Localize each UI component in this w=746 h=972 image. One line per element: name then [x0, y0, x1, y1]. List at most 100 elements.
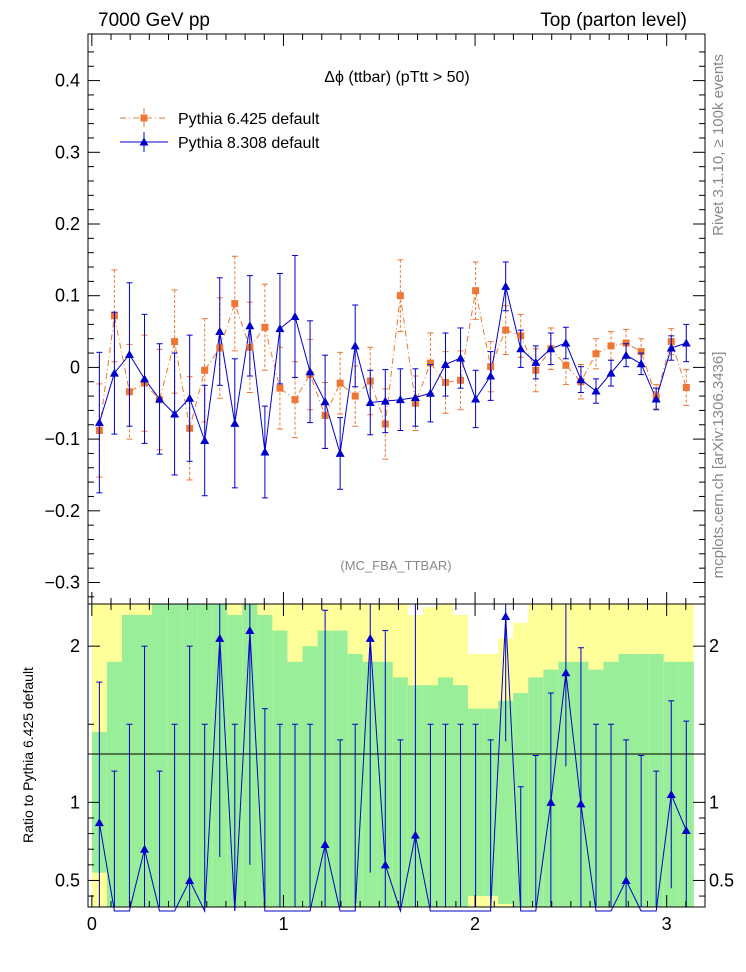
pythia8-point: [140, 374, 150, 383]
ratio-uncertainty-bands: [91, 604, 694, 907]
pythia8-point: [395, 395, 405, 404]
ratio-ytick-label-right: 2: [709, 636, 719, 656]
pythia8-point: [546, 344, 556, 353]
xtick-label: 2: [470, 914, 480, 934]
pythia6-point: [472, 287, 480, 295]
ratio-point: [365, 633, 375, 642]
pythia8-point: [260, 447, 270, 456]
pythia8-point: [350, 341, 360, 350]
pythia8-point: [425, 388, 435, 397]
pythia6-point: [562, 361, 570, 369]
pythia8-point: [109, 368, 119, 377]
pythia6-point: [171, 338, 179, 346]
ratio-axes: 0.5 0.5 1 1 2 2 0 1 2 3: [55, 604, 734, 934]
rivet-label: Rivet 3.1.10, ≥ 100k events: [710, 54, 727, 236]
pythia6-point: [592, 350, 600, 358]
pythia8-point: [531, 357, 541, 366]
pythia6-point: [682, 383, 690, 391]
pythia8-point: [516, 344, 526, 353]
pythia8-point: [561, 338, 571, 347]
pythia8-point: [215, 327, 225, 336]
main-series-lines: [98, 286, 687, 454]
pythia8-point: [606, 368, 616, 377]
ratio-ylabel: Ratio to Pythia 6.425 default: [20, 667, 36, 843]
ratio-data-points: [94, 604, 691, 907]
ratio-point: [185, 875, 195, 884]
main-ytick-label: 0: [70, 357, 80, 377]
pythia8-point: [471, 394, 481, 403]
pythia8-point: [200, 436, 210, 445]
ratio-point: [666, 790, 676, 799]
pythia8-point: [124, 349, 134, 358]
ratio-band-green: [558, 661, 574, 907]
pythia8-point: [320, 397, 330, 406]
pythia6-point: [261, 323, 269, 331]
pythia8-point: [245, 321, 255, 330]
ratio-band-green: [152, 604, 168, 907]
ratio-ytick-label-right: 0.5: [709, 870, 734, 890]
pythia8-point: [666, 343, 676, 352]
pythia8-point: [94, 418, 104, 427]
ratio-point: [320, 840, 330, 849]
pythia8-point: [621, 350, 631, 359]
pythia8-point: [410, 393, 420, 402]
main-ytick-label: 0.1: [55, 286, 80, 306]
legend: Pythia 6.425 default Pythia 8.308 defaul…: [120, 108, 320, 152]
ratio-point: [140, 844, 150, 853]
pythia8-point: [591, 386, 601, 395]
ratio-point: [94, 818, 104, 827]
ratio-point: [215, 633, 225, 642]
pythia8-point: [681, 338, 691, 347]
pythia8-point: [335, 448, 345, 457]
ratio-point: [410, 830, 420, 839]
ratio-point: [621, 875, 631, 884]
main-panel: −0.3 −0.2 −0.1 0 0.1 0.2 0.3 0.4 Δϕ (ttbar) (pT…: [44, 33, 706, 605]
ratio-band-green: [498, 700, 514, 904]
ratio-ytick-label-left: 1: [70, 792, 80, 812]
xtick-label: 0: [87, 914, 97, 934]
pythia8-point: [155, 394, 165, 403]
ratio-point: [245, 626, 255, 635]
pythia8-point: [275, 324, 285, 333]
legend-pythia8-marker: [139, 137, 149, 146]
ratio-point: [681, 825, 691, 834]
pythia6-point: [426, 359, 434, 367]
analysis-tag: (MC_FBA_TTBAR): [340, 558, 451, 573]
main-ytick-label: −0.2: [44, 501, 80, 521]
legend-pythia6-marker: [140, 114, 148, 122]
pythia8-point: [486, 371, 496, 380]
ratio-point: [380, 860, 390, 869]
ratio-point: [576, 799, 586, 808]
pythia6-point: [396, 292, 404, 300]
pythia8-point: [290, 311, 300, 320]
main-ytick-label: 0.2: [55, 214, 80, 234]
ratio-ytick-label-left: 2: [70, 636, 80, 656]
pythia8-point: [636, 359, 646, 368]
xtick-label: 1: [278, 914, 288, 934]
pythia8-point: [440, 360, 450, 369]
pythia6-point: [502, 326, 510, 334]
pythia6-line: [98, 290, 687, 431]
pythia6-point: [351, 392, 359, 400]
pythia8-point: [170, 409, 180, 418]
ratio-series-line: [98, 616, 687, 913]
main-ytick-label: −0.3: [44, 572, 80, 592]
header-left-label: 7000 GeV pp: [98, 10, 210, 31]
pythia8-point: [380, 396, 390, 405]
ratio-ytick-label-right: 1: [709, 792, 719, 812]
ratio-panel: 0.5 0.5 1 1 2 2 0 1 2 3 Ratio to Pythia 6.425 def…: [20, 603, 734, 934]
pythia6-point: [637, 348, 645, 356]
legend-pythia6-label: Pythia 6.425 default: [178, 111, 320, 128]
pythia8-line: [98, 286, 687, 454]
ratio-point: [546, 797, 556, 806]
ratio-pythia8-line: [98, 616, 687, 913]
ratio-ytick-label-left: 0.5: [55, 870, 80, 890]
pythia8-point: [230, 418, 240, 427]
main-ytick-label: 0.4: [55, 71, 80, 91]
pythia8-point: [456, 353, 466, 362]
pythia6-point: [276, 384, 284, 392]
pythia6-point: [622, 339, 630, 347]
ratio-frame: [87, 603, 706, 908]
main-data-points: [94, 255, 691, 499]
